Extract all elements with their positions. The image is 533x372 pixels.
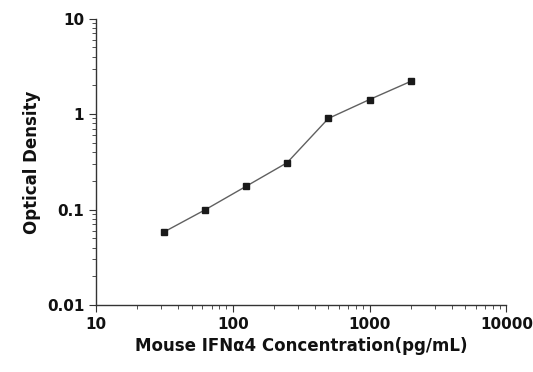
X-axis label: Mouse IFNα4 Concentration(pg/mL): Mouse IFNα4 Concentration(pg/mL): [135, 337, 467, 355]
Y-axis label: Optical Density: Optical Density: [23, 90, 41, 234]
